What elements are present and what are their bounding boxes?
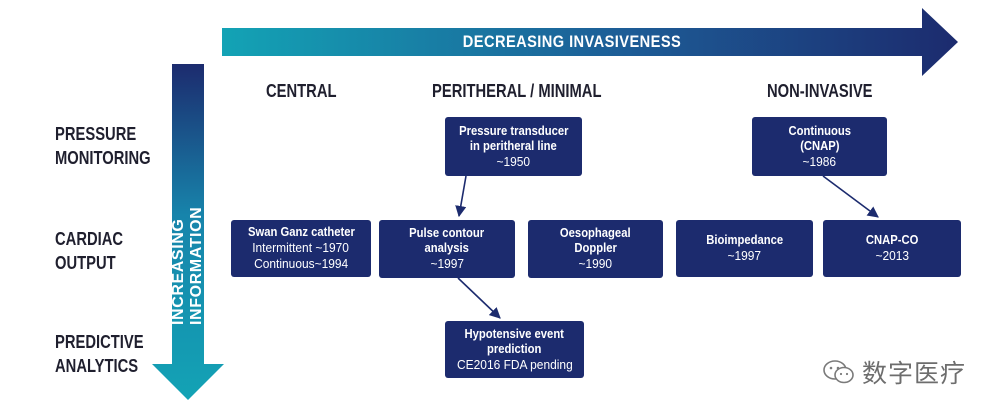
column-header-non-invasive: NON-INVASIVE [767, 81, 873, 101]
node-title: Swan Ganz catheter [247, 225, 355, 239]
node-hypotensive-event-prediction: Hypotensive event prediction CE2016 FDA … [445, 321, 584, 378]
node-bioimpedance: Bioimpedance ~1997 [676, 220, 813, 277]
node-detail: ~2013 [875, 248, 909, 263]
horizontal-axis-label: DECREASING INVASIVENESS [462, 32, 682, 51]
horizontal-axis-arrow [222, 8, 958, 76]
node-pulse-contour-analysis: Pulse contour analysis ~1997 [379, 220, 515, 278]
node-title: Pulse contour [409, 226, 485, 240]
row-header-line: PRESSURE [55, 124, 137, 144]
connector-pulse-to-hypotensive [457, 277, 501, 319]
row-header-line: ANALYTICS [55, 356, 139, 376]
node-title: Doppler [574, 241, 617, 255]
node-oesophageal-doppler: Oesophageal Doppler ~1990 [528, 220, 663, 278]
vertical-axis-arrow [152, 64, 224, 400]
wechat-icon [823, 360, 854, 384]
node-title: Oesophageal [560, 226, 631, 240]
node-detail: ~1997 [430, 256, 464, 271]
node-detail: Continuous~1994 [253, 256, 349, 271]
column-header-central: CENTRAL [266, 81, 337, 101]
row-header-line: PREDICTIVE [55, 332, 144, 352]
row-header-predictive-analytics: PREDICTIVE ANALYTICS [55, 330, 144, 378]
node-title: Continuous [788, 123, 851, 138]
node-cnap-co: CNAP-CO ~2013 [823, 220, 961, 277]
node-continuous-cnap: Continuous (CNAP) ~1986 [752, 117, 887, 176]
node-detail: ~1950 [496, 153, 531, 169]
watermark-text: 数字医疗 [862, 359, 967, 388]
node-title: Pressure transducer [458, 123, 569, 138]
node-title: CNAP-CO [865, 233, 919, 247]
connector-cnap-to-cnapco [822, 175, 879, 218]
node-pressure-transducer: Pressure transducer in peritheral line ~… [445, 117, 582, 176]
row-header-pressure-monitoring: PRESSURE MONITORING [55, 122, 151, 170]
node-title: Bioimpedance [706, 233, 783, 247]
node-title: prediction [487, 341, 542, 356]
connector-transducer-to-pulse [455, 175, 467, 218]
row-header-cardiac-output: CARDIAC OUTPUT [55, 227, 123, 275]
node-title: analysis [424, 241, 470, 255]
row-header-line: CARDIAC [55, 229, 124, 249]
node-detail: CE2016 FDA pending [456, 356, 573, 372]
column-header-peripheral: PERITHERAL / MINIMAL [432, 81, 602, 101]
watermark: 数字医疗 [822, 354, 992, 390]
node-detail: ~1997 [727, 248, 762, 263]
node-detail: ~1986 [802, 153, 837, 169]
node-detail: ~1990 [578, 256, 613, 271]
node-detail: Intermittent ~1970 [252, 240, 350, 255]
row-header-line: OUTPUT [55, 253, 116, 273]
node-title: Hypotensive event [464, 326, 565, 341]
node-swan-ganz-catheter: Swan Ganz catheter Intermittent ~1970 Co… [231, 220, 371, 277]
row-header-line: MONITORING [55, 148, 151, 168]
node-title: in peritheral line [470, 138, 557, 153]
vertical-axis-label: INCREASING INFORMATION [170, 206, 205, 325]
node-title: (CNAP) [799, 138, 840, 153]
